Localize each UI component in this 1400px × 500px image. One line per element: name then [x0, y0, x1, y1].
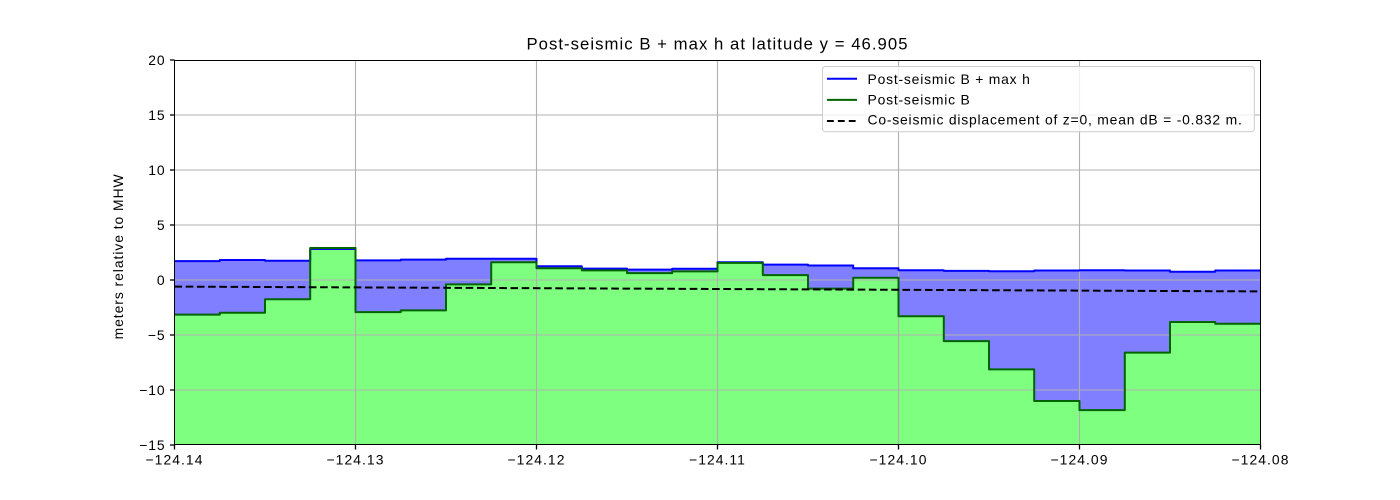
svg-text:15: 15: [148, 107, 165, 123]
svg-text:−124.11: −124.11: [689, 452, 746, 468]
svg-text:Post-seismic B + max h at lati: Post-seismic B + max h at latitude y = 4…: [526, 35, 908, 54]
svg-text:−124.13: −124.13: [327, 452, 385, 468]
svg-text:−124.14: −124.14: [146, 452, 204, 468]
svg-text:Post-seismic B + max h: Post-seismic B + max h: [868, 71, 1031, 87]
svg-text:Post-seismic B: Post-seismic B: [868, 92, 971, 108]
svg-text:−5: −5: [148, 327, 166, 343]
svg-text:−15: −15: [139, 437, 165, 453]
svg-text:−124.09: −124.09: [1051, 452, 1109, 468]
svg-text:5: 5: [157, 217, 166, 233]
svg-text:Co-seismic displacement of z=0: Co-seismic displacement of z=0, mean dB …: [868, 112, 1243, 128]
svg-text:−124.08: −124.08: [1232, 452, 1290, 468]
svg-text:0: 0: [157, 272, 166, 288]
svg-text:−124.10: −124.10: [870, 452, 928, 468]
svg-text:−124.12: −124.12: [508, 452, 566, 468]
svg-text:20: 20: [148, 52, 165, 68]
svg-text:−10: −10: [139, 382, 165, 398]
svg-text:10: 10: [148, 162, 165, 178]
svg-text:meters relative to MHW: meters relative to MHW: [110, 173, 126, 339]
